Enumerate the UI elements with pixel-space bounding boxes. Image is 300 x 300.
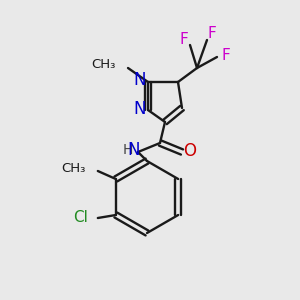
- Text: Cl: Cl: [73, 211, 88, 226]
- Text: F: F: [180, 32, 188, 47]
- Text: F: F: [208, 26, 216, 41]
- Text: CH₃: CH₃: [92, 58, 116, 71]
- Text: N: N: [134, 71, 146, 89]
- Text: N: N: [134, 100, 146, 118]
- Text: N: N: [128, 141, 140, 159]
- Text: CH₃: CH₃: [61, 163, 86, 176]
- Text: F: F: [222, 47, 230, 62]
- Text: O: O: [184, 142, 196, 160]
- Text: H: H: [123, 143, 133, 157]
